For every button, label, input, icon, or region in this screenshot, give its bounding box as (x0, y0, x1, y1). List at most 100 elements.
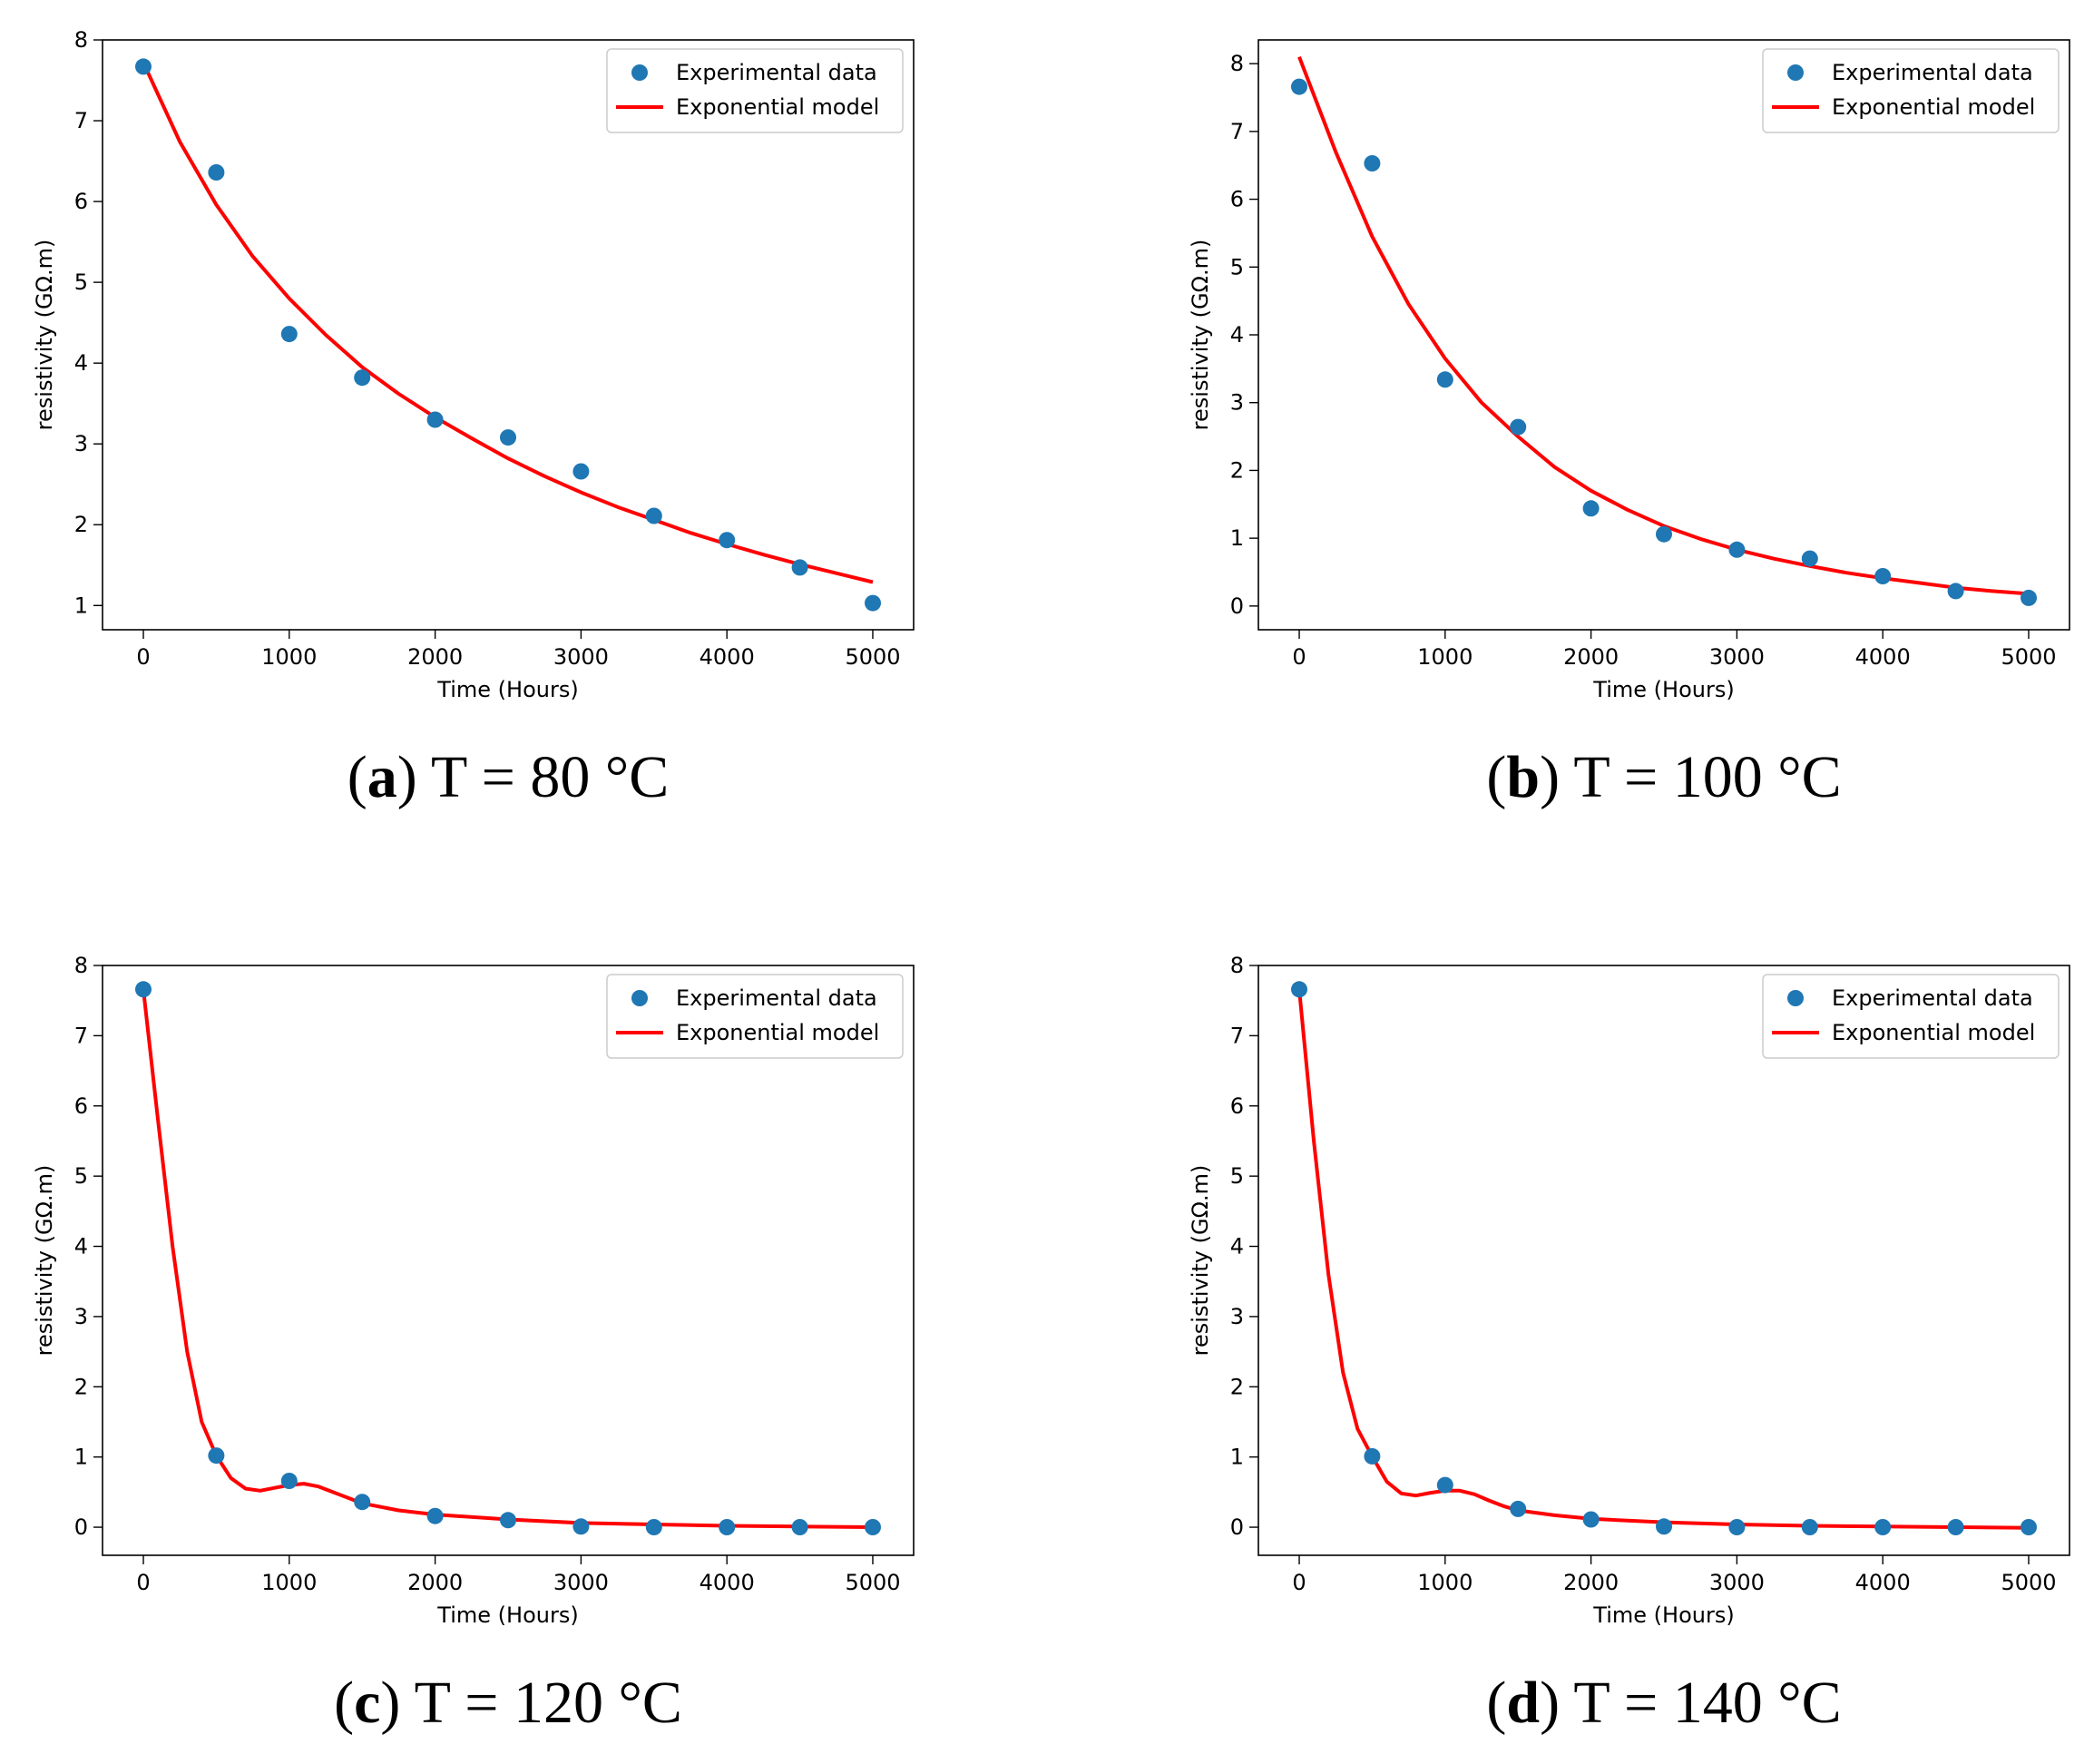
x-axis-label: Time (Hours) (436, 677, 578, 702)
panel-caption: (d) T = 140 °C (1486, 1670, 1841, 1736)
chart-panel-b: 0 1000 2000 3000 4000 5000 0 1 2 3 4 5 6 7 8 Time (Hour… (1188, 39, 2070, 810)
caption-text: T = 80 °C (431, 744, 669, 810)
y-tick-label: 7 (74, 1023, 88, 1048)
legend-label: Exponential model (676, 94, 879, 120)
data-point (135, 981, 152, 998)
y-tick-label: 2 (1230, 457, 1244, 483)
data-point (865, 1519, 881, 1535)
y-tick-label: 6 (1230, 1093, 1244, 1119)
y-tick-label: 3 (1230, 1304, 1244, 1329)
y-tick-label: 6 (74, 1093, 88, 1119)
y-tick-label: 1 (74, 1445, 88, 1470)
data-point (354, 369, 371, 387)
y-tick-label: 0 (1230, 593, 1244, 619)
data-point (1436, 371, 1453, 388)
x-tick-label: 4000 (1855, 1570, 1911, 1595)
data-point (354, 1494, 371, 1511)
caption-letter: a (367, 744, 397, 810)
y-tick-label: 4 (74, 1234, 88, 1259)
y-tick-label: 6 (74, 189, 88, 214)
y-axis-label: resistivity (GΩ.m) (1188, 240, 1213, 431)
data-point (1582, 500, 1600, 517)
data-point (865, 594, 881, 612)
model-line (142, 989, 874, 1529)
legend: Experimental data Exponential model (606, 48, 904, 133)
y-tick-label: 7 (1230, 1023, 1244, 1048)
y-tick-label: 8 (74, 953, 88, 978)
chart-panel-c: 0 1000 2000 3000 4000 5000 0 1 2 3 4 5 6 7 8 Time (Hour… (32, 953, 915, 1736)
y-tick-label: 8 (1230, 953, 1244, 978)
legend-marker-scatter (1787, 64, 1804, 81)
y-tick-label: 5 (1230, 254, 1244, 279)
model-line (142, 62, 874, 584)
caption-letter: c (354, 1670, 380, 1736)
x-tick-label: 0 (136, 644, 150, 670)
caption-letter: d (1506, 1670, 1540, 1736)
y-tick-label: 4 (74, 350, 88, 376)
caption-paren: ( (1486, 744, 1506, 810)
x-axis-label: Time (Hours) (436, 1602, 578, 1628)
legend-label: Experimental data (676, 985, 877, 1011)
data-point (1582, 1511, 1600, 1528)
caption-paren: ) (1540, 1670, 1573, 1736)
data-point (1364, 155, 1381, 172)
legend: Experimental data Exponential model (1762, 48, 2060, 133)
y-tick-label: 7 (74, 108, 88, 133)
x-axis-label: Time (Hours) (1592, 677, 1734, 702)
data-point (572, 1518, 590, 1535)
legend-label: Exponential model (1832, 1020, 2035, 1045)
caption-text: T = 100 °C (1573, 744, 1841, 810)
panel-caption: (a) T = 80 °C (347, 744, 670, 810)
x-tick-label: 4000 (1855, 644, 1911, 670)
data-point (1874, 568, 1892, 584)
data-point (1656, 525, 1672, 543)
y-tick-label: 6 (1230, 187, 1244, 212)
data-point (791, 1519, 808, 1535)
plot-frame (1257, 965, 2070, 1556)
y-tick-label: 0 (74, 1514, 88, 1540)
data-point (1291, 981, 1307, 998)
y-tick-label: 3 (74, 1304, 88, 1329)
x-tick-label: 2000 (1563, 644, 1619, 670)
caption-paren: ) (397, 744, 431, 810)
data-point (208, 1447, 225, 1465)
caption-text: T = 140 °C (1573, 1670, 1841, 1736)
data-point (426, 411, 444, 428)
y-tick-label: 5 (74, 1163, 88, 1189)
x-axis-label: Time (Hours) (1592, 1602, 1734, 1628)
legend-marker-scatter (1787, 990, 1804, 1006)
y-tick-label: 4 (1230, 1234, 1244, 1259)
legend-label: Experimental data (676, 60, 877, 85)
y-axis-label: resistivity (GΩ.m) (1188, 1165, 1213, 1357)
data-point (791, 559, 808, 576)
data-point (1801, 550, 1818, 567)
data-point (572, 463, 590, 480)
x-tick-label: 3000 (553, 1570, 609, 1595)
y-tick-label: 7 (1230, 119, 1244, 144)
x-tick-label: 5000 (2001, 644, 2056, 670)
x-tick-label: 1000 (1417, 644, 1473, 670)
data-point (1947, 1519, 1964, 1535)
chart-panel-d: 0 1000 2000 3000 4000 5000 0 1 2 3 4 5 6 7 8 Time (Hour… (1188, 953, 2070, 1736)
y-tick-label: 1 (1230, 1445, 1244, 1470)
y-tick-label: 2 (1230, 1374, 1244, 1399)
data-point (208, 164, 225, 181)
x-tick-label: 1000 (1417, 1570, 1473, 1595)
legend-label: Experimental data (1832, 985, 2033, 1011)
data-point (500, 429, 516, 446)
x-tick-label: 1000 (261, 1570, 317, 1595)
x-tick-label: 2000 (407, 644, 463, 670)
legend-marker-scatter (631, 990, 648, 1006)
data-point (645, 507, 662, 524)
plot-frame (102, 965, 915, 1556)
caption-paren: ( (334, 1670, 354, 1736)
data-point (1364, 1447, 1381, 1465)
y-tick-label: 8 (74, 27, 88, 53)
caption-paren: ) (1540, 744, 1573, 810)
x-tick-label: 4000 (700, 1570, 755, 1595)
caption-letter: b (1506, 744, 1540, 810)
data-point (1291, 78, 1307, 95)
x-tick-label: 0 (1292, 644, 1306, 670)
y-tick-label: 2 (74, 512, 88, 537)
